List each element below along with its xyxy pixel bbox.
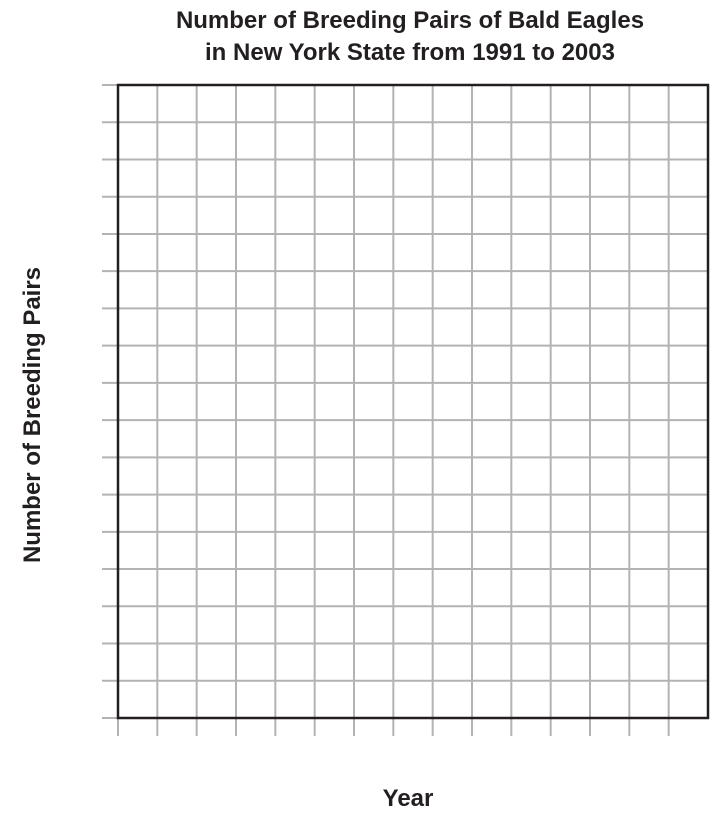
plot-border [116,83,710,720]
chart-title-line-1: Number of Breeding Pairs of Bald Eagles [175,7,645,34]
y-axis-label: Number of Breeding Pairs [19,266,46,564]
x-axis-label: Year [382,785,434,812]
chart-title-line-2: in New York State from 1991 to 2003 [205,39,615,66]
